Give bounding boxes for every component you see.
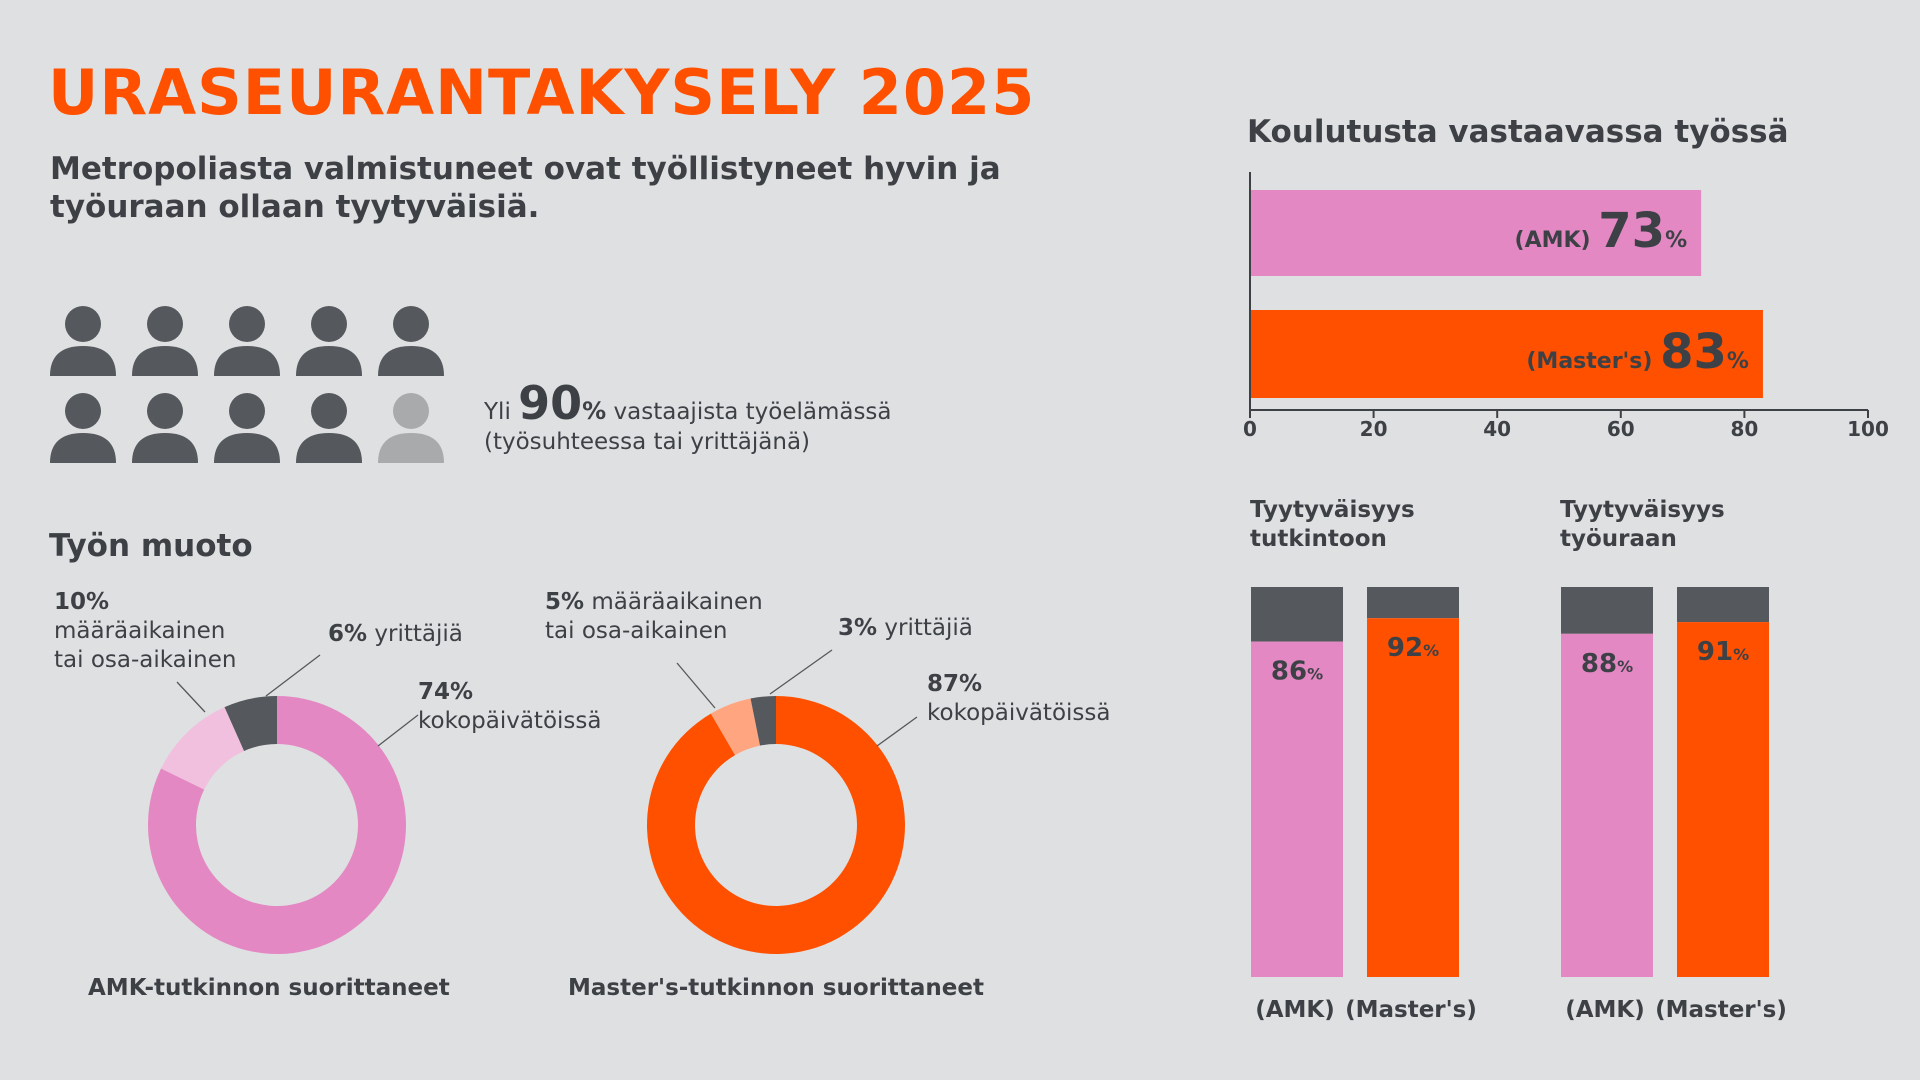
donut-masters-ent-text: yrittäjiä	[884, 615, 973, 641]
person-icon	[50, 306, 116, 376]
leader-line	[176, 681, 206, 713]
donut-chart-amk	[148, 696, 407, 954]
column-value-label: 91%	[1697, 637, 1749, 667]
employment-value: 90	[518, 376, 583, 430]
person-icon	[132, 306, 198, 376]
slice-part-time	[161, 707, 245, 790]
people-icon-grid	[48, 304, 468, 474]
slice-full-time	[647, 696, 905, 954]
col2-title: Tyytyväisyys työuraan	[1560, 496, 1725, 554]
column-category-label: (AMK)	[1565, 997, 1645, 1023]
leader-line	[769, 649, 833, 695]
subtitle-line-1: Metropoliasta valmistuneet ovat työllist…	[50, 151, 1001, 187]
slice-entrepreneur	[224, 696, 277, 752]
donut-masters-ent-label: 3% yrittäjiä	[838, 614, 973, 643]
hbar-tick-label: 20	[1360, 417, 1388, 441]
donut-amk-part-pct: 10%	[54, 589, 110, 615]
hbar-value-label: (Master's) 83%	[1526, 324, 1749, 380]
person-icon	[296, 393, 362, 463]
slice-entrepreneur	[750, 696, 776, 746]
work-form-title: Työn muoto	[49, 528, 253, 564]
column-remainder	[1367, 587, 1459, 619]
donut-amk-full-text: kokopäivätöissä	[418, 708, 602, 734]
person-icon	[214, 306, 280, 376]
column-category-label: (AMK)	[1255, 997, 1335, 1023]
donut-amk-full-label: 74% kokopäivätöissä	[418, 678, 601, 736]
col1-title: Tyytyväisyys tutkintoon	[1250, 496, 1415, 554]
hbar-tick-label: 100	[1847, 417, 1889, 441]
column-value-label: 92%	[1387, 633, 1439, 663]
hbar-masters	[1250, 310, 1763, 398]
leader-line	[876, 716, 918, 747]
donut-amk-ent-label: 6% yrittäjiä	[328, 620, 463, 649]
column-charts: 86% (AMK) 92% (Master's) 88% (AMK) 91% (Master'…	[1251, 587, 1787, 1023]
employment-stat: Yli 90% vastaajista työelämässä (työsuht…	[484, 380, 892, 457]
employment-prefix: Yli	[484, 399, 511, 425]
hbar-amk	[1250, 190, 1702, 276]
column-bar-amk	[1561, 633, 1653, 977]
column-value-label: 86%	[1271, 657, 1323, 687]
hbar-tick-label: 40	[1483, 417, 1511, 441]
col1-title-line1: Tyytyväisyys	[1250, 497, 1415, 523]
hbar-value-label: (AMK) 73%	[1515, 203, 1688, 259]
col2-title-line1: Tyytyväisyys	[1560, 497, 1725, 523]
hbar-chart: (AMK) 73% (Master's) 83% 0 20 40 60 80 100	[1243, 172, 1889, 441]
employment-stat-line-2: (työsuhteessa tai yrittäjänä)	[484, 429, 811, 455]
donut-masters-full-label: 87% kokopäivätöissä	[927, 670, 1110, 728]
column-bar-masters	[1677, 622, 1769, 977]
col2-title-line2: työuraan	[1560, 526, 1677, 552]
employment-suffix: vastaajista työelämässä	[613, 399, 892, 425]
donut-masters-part-pct: 5%	[545, 589, 585, 615]
employment-stat-line-1: Yli 90% vastaajista työelämässä	[484, 380, 892, 427]
column-remainder	[1251, 587, 1343, 642]
donut-masters-caption: Master's-tutkinnon suorittaneet	[568, 975, 984, 1001]
donut-amk-caption: AMK-tutkinnon suorittaneet	[88, 975, 450, 1001]
donut-masters-part-label: 5% määräaikainen tai osa-aikainen	[545, 588, 763, 646]
donut-amk-full-pct: 74%	[418, 679, 474, 705]
donut-amk-part-text2: tai osa-aikainen	[54, 647, 237, 673]
hbar-title: Koulutusta vastaavassa työssä	[1247, 114, 1789, 150]
employment-unit: %	[582, 397, 607, 425]
column-category-label: (Master's)	[1655, 997, 1787, 1023]
column-bar-amk	[1251, 641, 1343, 977]
donut-masters-part-text1: määräaikainen	[591, 589, 763, 615]
column-remainder	[1561, 587, 1653, 634]
hbar-tick-label: 60	[1607, 417, 1635, 441]
page-subtitle: Metropoliasta valmistuneet ovat työllist…	[50, 150, 1050, 226]
donut-amk-part-label: 10% määräaikainen tai osa-aikainen	[54, 588, 236, 675]
slice-full-time	[148, 696, 407, 954]
subtitle-line-2: työuraan ollaan tyytyväisiä.	[50, 189, 540, 225]
person-icon	[132, 393, 198, 463]
page-title: URASEURANTAKYSELY 2025	[48, 56, 1036, 129]
person-icon	[214, 393, 280, 463]
leader-line	[265, 654, 321, 697]
person-icon	[378, 393, 444, 463]
column-bar-masters	[1367, 618, 1459, 977]
donut-amk-ent-pct: 6%	[328, 621, 368, 647]
donut-masters-ent-pct: 3%	[838, 615, 878, 641]
person-icon	[296, 306, 362, 376]
donut-masters-full-text: kokopäivätöissä	[927, 700, 1111, 726]
column-remainder	[1677, 587, 1769, 623]
donut-amk-part-text1: määräaikainen	[54, 618, 226, 644]
person-icon	[50, 393, 116, 463]
slice-part-time	[710, 698, 761, 756]
leader-line	[377, 714, 419, 747]
hbar-tick-label: 80	[1730, 417, 1758, 441]
hbar-tick-label: 0	[1243, 417, 1257, 441]
col1-title-line2: tutkintoon	[1250, 526, 1387, 552]
column-category-label: (Master's)	[1345, 997, 1477, 1023]
donut-masters-part-text2: tai osa-aikainen	[545, 618, 728, 644]
donut-amk-ent-text: yrittäjiä	[374, 621, 463, 647]
leader-line	[676, 662, 716, 709]
donut-masters-full-pct: 87%	[927, 671, 983, 697]
column-value-label: 88%	[1581, 649, 1633, 679]
person-icon	[378, 306, 444, 376]
donut-chart-masters	[647, 696, 905, 954]
